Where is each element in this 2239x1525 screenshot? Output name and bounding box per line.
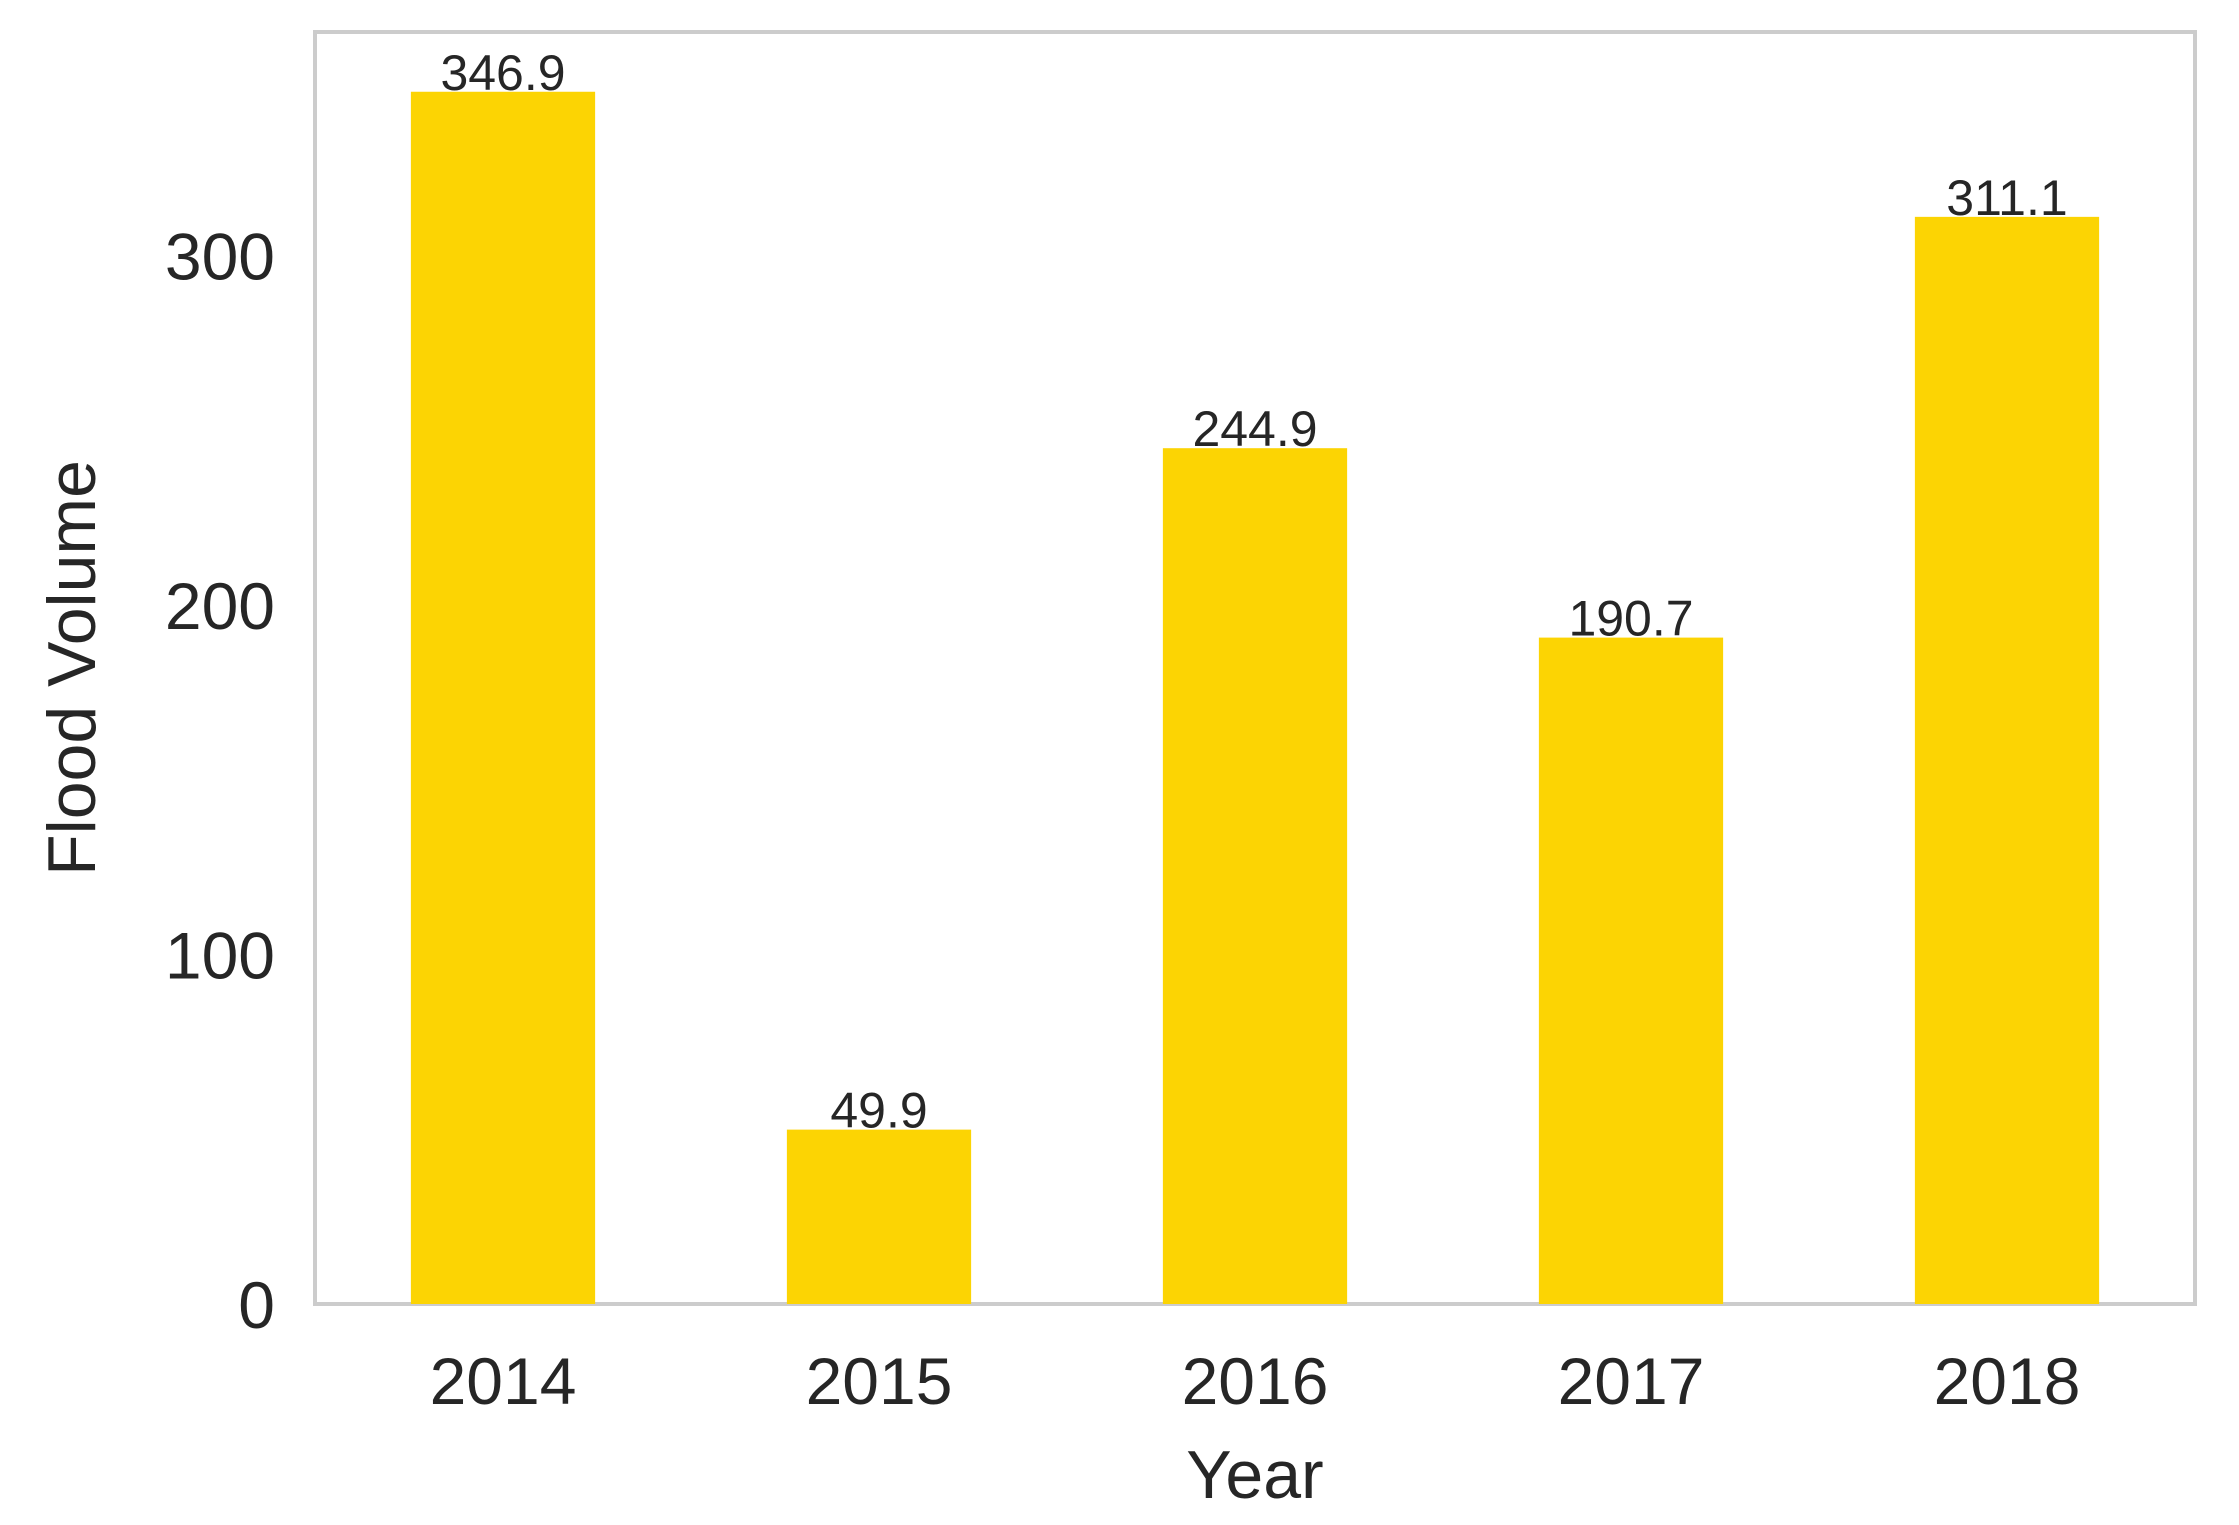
y-axis-title: Flood Volume — [34, 460, 110, 876]
bar-2016 — [1162, 448, 1348, 1304]
y-tick-200: 200 — [165, 569, 275, 643]
value-label-2017: 190.7 — [1568, 591, 1693, 647]
x-axis-title: Year — [1186, 1437, 1323, 1513]
y-tick-300: 300 — [165, 220, 275, 294]
y-tick-labels: 0 100 200 300 — [165, 220, 275, 1342]
value-label-2016: 244.9 — [1192, 401, 1317, 457]
value-label-2014: 346.9 — [440, 45, 565, 101]
bars-group — [410, 91, 2100, 1304]
x-tick-labels: 2014 2015 2016 2017 2018 — [430, 1344, 2081, 1418]
y-tick-0: 0 — [238, 1268, 275, 1342]
y-tick-100: 100 — [165, 919, 275, 993]
value-label-2018: 311.1 — [1946, 170, 2067, 226]
x-tick-2014: 2014 — [430, 1344, 577, 1418]
x-tick-2017: 2017 — [1558, 1344, 1705, 1418]
x-tick-2016: 2016 — [1182, 1344, 1329, 1418]
bar-2017 — [1538, 637, 1724, 1304]
bar-2014 — [410, 91, 596, 1304]
value-label-2015: 49.9 — [830, 1083, 927, 1139]
value-labels-group: 346.9 49.9 244.9 190.7 311.1 — [440, 45, 2067, 1139]
bar-2015 — [786, 1129, 972, 1304]
x-tick-2015: 2015 — [806, 1344, 953, 1418]
bar-2018 — [1914, 216, 2100, 1304]
x-tick-2018: 2018 — [1934, 1344, 2081, 1418]
